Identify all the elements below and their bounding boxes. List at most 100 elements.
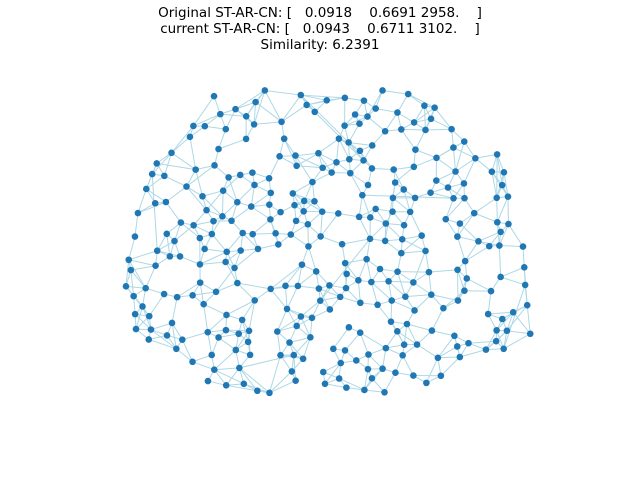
graph-node bbox=[352, 357, 360, 364]
graph-edge bbox=[192, 354, 212, 363]
graph-node bbox=[208, 351, 216, 359]
graph-edge bbox=[292, 192, 315, 202]
graph-node bbox=[168, 149, 175, 157]
graph-edge bbox=[363, 369, 369, 391]
graph-edge bbox=[225, 108, 236, 130]
graph-node bbox=[142, 284, 149, 292]
graph-edge bbox=[242, 232, 259, 250]
graph-edge bbox=[445, 198, 454, 220]
graph-edge bbox=[276, 308, 288, 332]
graph-node bbox=[366, 214, 374, 221]
graph-edge bbox=[171, 152, 196, 171]
graph-node bbox=[406, 208, 414, 216]
graph-node bbox=[292, 377, 299, 384]
graph-edge bbox=[235, 330, 250, 351]
graph-edge bbox=[496, 196, 509, 223]
graph-edge bbox=[332, 327, 350, 350]
graph-node bbox=[232, 346, 240, 354]
graph-edge bbox=[125, 259, 130, 287]
graph-node bbox=[228, 217, 235, 225]
graph-edge bbox=[500, 276, 526, 286]
graph-edge bbox=[300, 94, 327, 101]
graph-edge bbox=[402, 238, 426, 252]
graph-node bbox=[391, 179, 399, 186]
graph-node bbox=[351, 111, 359, 118]
graph-node bbox=[177, 219, 185, 226]
graph-node bbox=[434, 354, 442, 362]
graph-edge bbox=[220, 113, 247, 117]
graph-node bbox=[410, 119, 418, 126]
graph-node bbox=[456, 220, 464, 227]
graph-edge bbox=[512, 311, 531, 335]
graph-node bbox=[492, 337, 500, 345]
graph-node bbox=[179, 336, 186, 343]
graph-node bbox=[427, 291, 435, 298]
graph-edge bbox=[128, 259, 147, 289]
graph-edge bbox=[370, 281, 379, 305]
graph-node bbox=[361, 386, 368, 394]
graph-node bbox=[432, 177, 440, 184]
graph-edge bbox=[498, 223, 509, 246]
graph-node bbox=[145, 336, 153, 343]
graph-edge bbox=[295, 155, 323, 169]
graph-edge bbox=[487, 291, 492, 315]
graph-node bbox=[234, 279, 241, 287]
graph-node bbox=[461, 287, 468, 295]
graph-edge bbox=[130, 270, 135, 297]
graph-edge bbox=[268, 156, 281, 179]
graph-node bbox=[208, 230, 216, 238]
graph-edge bbox=[218, 333, 239, 338]
graph-edge bbox=[145, 265, 157, 289]
graph-edge bbox=[466, 278, 492, 292]
graph-node bbox=[240, 380, 248, 388]
graph-edge bbox=[156, 162, 196, 171]
graph-node bbox=[215, 145, 222, 153]
graph-node bbox=[261, 87, 269, 94]
graph-node bbox=[293, 162, 300, 170]
graph-edge bbox=[307, 224, 309, 247]
graph-edge bbox=[300, 316, 311, 338]
graph-node bbox=[237, 247, 245, 254]
graph-edge bbox=[390, 300, 393, 322]
graph-node bbox=[254, 245, 262, 253]
graph-edge bbox=[506, 330, 531, 335]
graph-node bbox=[162, 198, 170, 206]
graph-node bbox=[272, 230, 279, 237]
graph-edge bbox=[150, 329, 177, 350]
graph-node bbox=[355, 277, 362, 284]
graph-node bbox=[437, 372, 445, 380]
graph-node bbox=[171, 237, 178, 245]
graph-edge bbox=[416, 330, 433, 345]
graph-edge bbox=[358, 216, 371, 240]
graph-edge bbox=[290, 223, 309, 235]
graph-node bbox=[277, 208, 284, 216]
graph-edge bbox=[171, 125, 194, 154]
graph-edge bbox=[222, 201, 238, 217]
graph-node bbox=[360, 97, 368, 104]
graph-edge bbox=[148, 293, 165, 317]
graph-node bbox=[266, 201, 273, 208]
graph-edge bbox=[413, 281, 432, 296]
graph-node bbox=[321, 380, 329, 388]
graph-node bbox=[166, 253, 174, 260]
graph-edge bbox=[286, 285, 299, 310]
graph-edge bbox=[215, 267, 235, 293]
graph-edge bbox=[248, 300, 256, 331]
graph-edge bbox=[345, 258, 367, 264]
graph-node bbox=[265, 174, 273, 182]
graph-node bbox=[394, 268, 401, 275]
graph-node bbox=[283, 305, 291, 313]
graph-edge bbox=[348, 141, 373, 146]
graph-node bbox=[323, 97, 331, 104]
graph-edge bbox=[377, 304, 392, 322]
graph-edge bbox=[320, 235, 343, 245]
graph-node bbox=[485, 242, 493, 250]
graph-node bbox=[210, 92, 218, 100]
graph-node bbox=[496, 242, 503, 249]
graph-node bbox=[379, 87, 386, 94]
graph-edge bbox=[459, 223, 479, 242]
graph-edge bbox=[222, 174, 241, 192]
graph-node bbox=[266, 389, 273, 397]
graph-edge bbox=[388, 280, 414, 283]
graph-node bbox=[219, 187, 227, 194]
